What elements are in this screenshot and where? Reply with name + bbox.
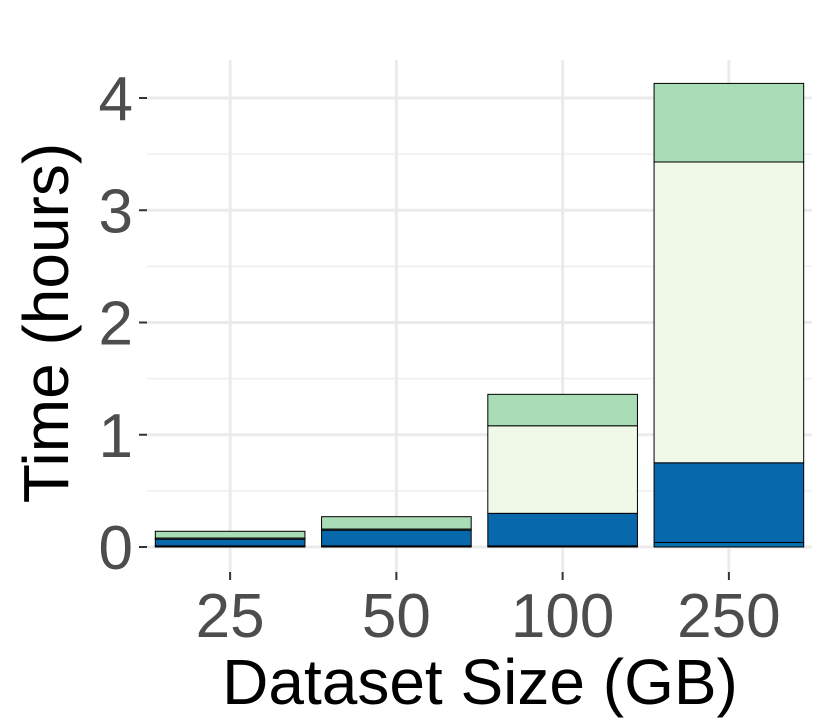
bar-segment-250-2 — [653, 462, 805, 544]
axes: 0 1 2 3 4 25 50 100 250 — [99, 65, 781, 651]
x-tick-label: 100 — [511, 582, 614, 651]
bar-segment-50-2 — [321, 529, 472, 547]
x-axis-title: Dataset Size (GB) — [222, 646, 738, 718]
y-tick-label: 1 — [99, 402, 133, 471]
x-tick-label: 250 — [677, 582, 780, 651]
bar-segment-250-3 — [653, 161, 805, 464]
x-tick-label: 25 — [196, 582, 265, 651]
bar-segment-25-2 — [154, 538, 306, 547]
y-axis-title: Time (hours) — [10, 143, 82, 503]
bars — [154, 82, 805, 548]
bar-segment-100-4 — [487, 393, 638, 427]
bar-segment-100-2 — [487, 512, 638, 547]
bar-segment-25-4 — [154, 530, 306, 539]
bar-segment-50-4 — [321, 516, 472, 530]
y-tick-label: 0 — [99, 514, 133, 583]
x-tick-label: 50 — [362, 582, 431, 651]
y-tick-label: 3 — [99, 177, 133, 246]
bar-segment-250-1 — [653, 542, 805, 548]
y-tick-label: 2 — [99, 290, 133, 359]
bar-segment-100-3 — [487, 425, 638, 514]
y-tick-label: 4 — [99, 65, 133, 134]
bar-segment-250-4 — [653, 82, 805, 163]
